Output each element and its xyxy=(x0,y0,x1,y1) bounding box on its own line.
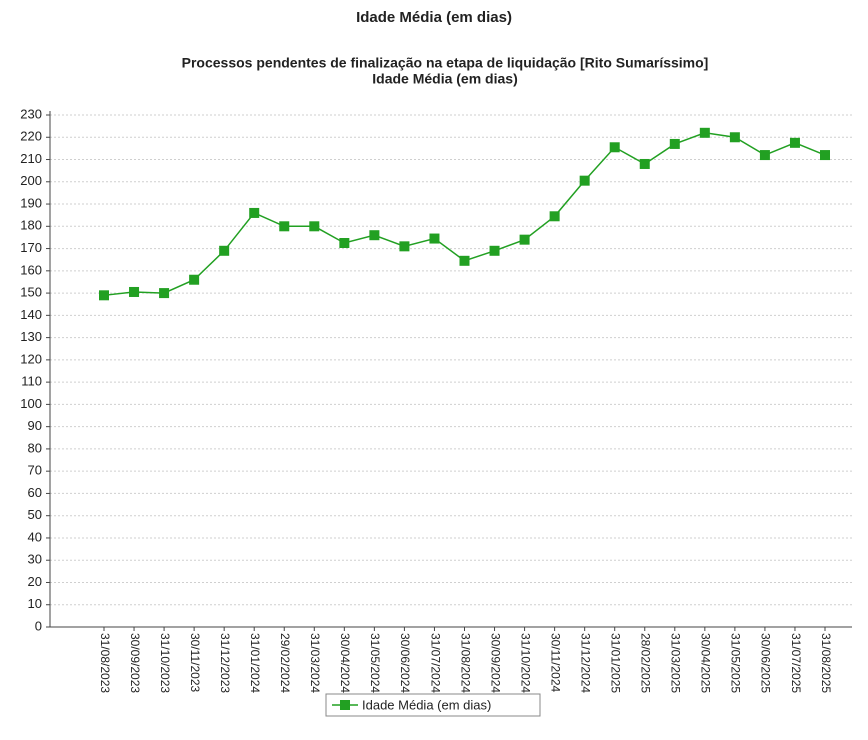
chart-title: Processos pendentes de finalização na et… xyxy=(182,55,709,71)
point-marker xyxy=(309,221,320,232)
point-marker xyxy=(639,158,650,169)
legend-box xyxy=(325,693,541,717)
x-tick-label: 31/08/2023 xyxy=(98,633,112,693)
x-tick-label: 30/04/2024 xyxy=(338,633,352,693)
y-tick-label: 180 xyxy=(20,218,42,233)
point-marker xyxy=(159,288,170,299)
y-tick-label: 60 xyxy=(28,485,42,500)
series-line xyxy=(103,132,826,297)
x-tick-label: 31/08/2025 xyxy=(819,633,833,693)
point-marker xyxy=(519,234,530,245)
x-tick-label: 31/12/2023 xyxy=(218,633,232,693)
y-tick-label: 150 xyxy=(20,285,42,300)
point-marker xyxy=(459,255,470,266)
x-tick-label: 30/09/2024 xyxy=(488,633,502,693)
x-tick-label: 30/06/2025 xyxy=(759,633,773,693)
x-tick-label: 28/02/2025 xyxy=(639,633,653,693)
x-tick-label: 30/04/2025 xyxy=(699,633,713,693)
point-marker xyxy=(99,290,109,301)
x-tick-label: 31/10/2024 xyxy=(518,633,532,693)
point-marker xyxy=(279,221,290,232)
y-tick-label: 110 xyxy=(21,374,42,389)
point-marker xyxy=(489,245,500,256)
x-tick-label: 30/11/2023 xyxy=(188,633,202,692)
y-tick-label: 100 xyxy=(20,396,42,411)
point-marker xyxy=(699,127,710,138)
x-tick-label: 31/03/2025 xyxy=(669,633,683,693)
x-tick-label: 29/02/2024 xyxy=(278,633,292,693)
x-tick-label: 31/07/2024 xyxy=(428,633,442,693)
y-tick-label: 220 xyxy=(20,129,42,144)
point-marker xyxy=(219,245,230,256)
y-tick-label: 120 xyxy=(20,351,42,366)
y-tick-label: 210 xyxy=(20,151,42,166)
point-marker xyxy=(249,207,260,218)
point-marker xyxy=(369,230,380,241)
point-marker xyxy=(579,175,590,186)
point-marker xyxy=(669,138,680,149)
x-tick-label: 30/06/2024 xyxy=(398,633,412,693)
y-tick-label: 230 xyxy=(20,106,42,121)
point-marker xyxy=(189,274,200,285)
y-tick-label: 160 xyxy=(20,262,42,277)
x-tick-label: 30/09/2023 xyxy=(128,633,142,693)
point-marker xyxy=(549,211,560,222)
point-marker xyxy=(339,238,350,248)
x-tick-label: 31/07/2025 xyxy=(789,633,803,693)
x-tick-label: 31/05/2025 xyxy=(729,633,743,693)
point-marker xyxy=(429,233,440,244)
y-tick-label: 80 xyxy=(28,440,42,455)
point-marker xyxy=(729,132,740,143)
point-marker xyxy=(399,241,410,252)
page-heading: Idade Média (em dias) xyxy=(356,9,512,26)
y-tick-label: 90 xyxy=(28,418,42,433)
y-tick-label: 20 xyxy=(28,574,42,589)
y-tick-label: 200 xyxy=(20,173,42,188)
y-tick-label: 10 xyxy=(28,596,42,611)
point-marker xyxy=(129,286,140,297)
point-marker xyxy=(820,150,830,161)
x-tick-label: 31/05/2024 xyxy=(368,633,382,693)
x-tick-label: 31/12/2024 xyxy=(578,633,592,693)
x-tick-label: 30/11/2024 xyxy=(548,633,562,692)
y-tick-label: 50 xyxy=(28,507,42,522)
y-tick-label: 30 xyxy=(28,552,42,567)
point-marker xyxy=(609,142,620,153)
point-marker xyxy=(759,150,770,161)
x-tick-label: 31/03/2024 xyxy=(308,633,322,693)
y-tick-label: 170 xyxy=(20,240,42,255)
y-tick-label: 0 xyxy=(35,618,42,633)
legend-label: Idade Média (em dias) xyxy=(362,697,491,712)
y-tick-label: 40 xyxy=(28,529,42,544)
x-tick-label: 31/01/2024 xyxy=(248,633,262,693)
x-tick-label: 31/08/2024 xyxy=(458,633,472,693)
y-tick-label: 140 xyxy=(20,307,42,322)
y-tick-label: 130 xyxy=(20,329,42,344)
legend-marker xyxy=(340,700,350,710)
point-marker xyxy=(789,137,800,148)
x-tick-label: 31/01/2025 xyxy=(609,633,623,693)
y-tick-label: 190 xyxy=(20,195,42,210)
x-tick-label: 31/10/2023 xyxy=(158,633,172,693)
y-tick-label: 70 xyxy=(28,463,42,478)
chart-subtitle: Idade Média (em dias) xyxy=(372,71,517,87)
